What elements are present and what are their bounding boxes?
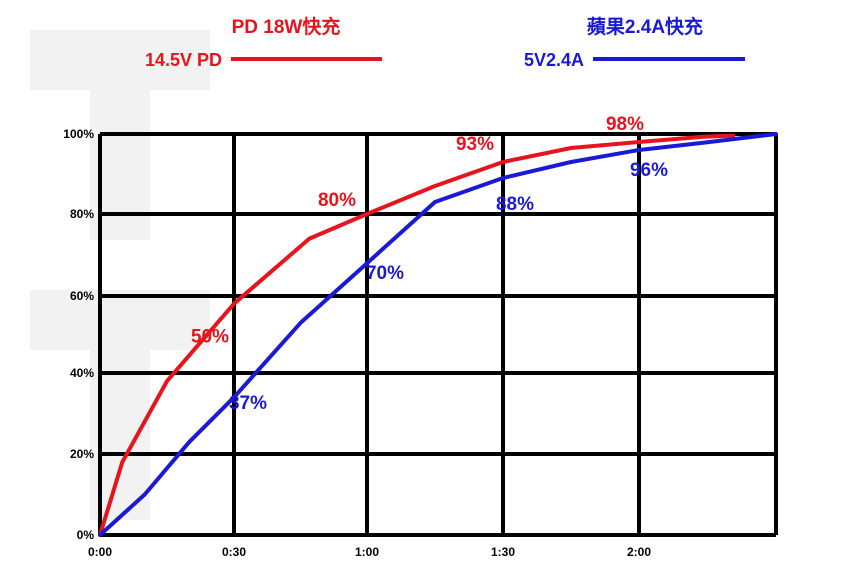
series-line-2 [98, 132, 778, 537]
data-label: 96% [630, 160, 668, 181]
y-tick-label: 80% [70, 207, 94, 221]
legend-series2-title: 蘋果2.4A快充 [587, 15, 703, 38]
data-label: 93% [456, 134, 494, 155]
series-line-1 [98, 133, 736, 537]
y-tick-label: 20% [70, 447, 94, 461]
x-axis-ticks: 0:00 0:30 1:00 1:30 2:00 [88, 545, 651, 559]
grid [98, 132, 778, 537]
data-label: 98% [606, 114, 644, 135]
x-tick-label: 1:30 [491, 545, 515, 559]
y-tick-label: 40% [70, 366, 94, 380]
data-label: 50% [191, 327, 229, 348]
data-label: 37% [229, 393, 267, 414]
y-tick-label: 60% [70, 289, 94, 303]
y-axis-ticks: 0% 20% 40% 60% 80% 100% [63, 127, 94, 542]
legend-series1-title: PD 18W快充 [232, 15, 341, 38]
legend-series1-label: 14.5V PD [145, 50, 222, 70]
legend-series2-label: 5V2.4A [524, 50, 584, 70]
legend: PD 18W快充 14.5V PD 蘋果2.4A快充 5V2.4A [145, 15, 745, 70]
x-tick-label: 2:00 [627, 545, 651, 559]
data-labels: 50% 80% 93% 98% 37% 70% 88% 96% [191, 114, 668, 414]
x-tick-label: 0:00 [88, 545, 112, 559]
series-lines [98, 132, 778, 537]
y-tick-label: 100% [63, 127, 94, 141]
x-tick-label: 1:00 [355, 545, 379, 559]
y-tick-label: 0% [77, 528, 95, 542]
data-label: 80% [318, 190, 356, 211]
x-tick-label: 0:30 [222, 545, 246, 559]
data-label: 70% [366, 263, 404, 284]
data-label: 88% [496, 194, 534, 215]
